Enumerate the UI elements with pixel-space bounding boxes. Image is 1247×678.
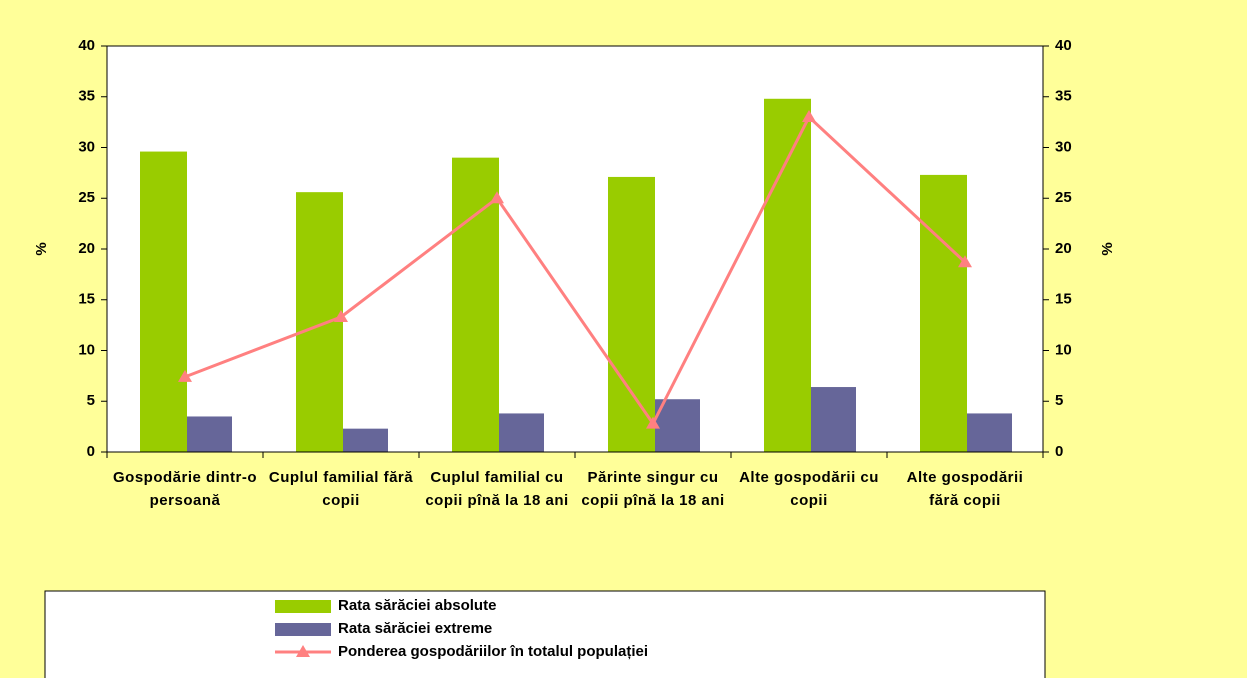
x-tick-label: Alte gospodării fără copii bbox=[906, 469, 1024, 509]
plot-area bbox=[106, 45, 1044, 453]
x-tick-label: Gospodărie dintr-o persoană bbox=[113, 469, 257, 509]
y-tick-label: 10 bbox=[78, 341, 95, 358]
y2-tick-label: 10 bbox=[1055, 341, 1072, 358]
line-marker bbox=[178, 369, 192, 382]
y-tick-label: 5 bbox=[87, 392, 95, 409]
legend-box bbox=[44, 590, 1046, 678]
y2-tick-label: 5 bbox=[1055, 392, 1063, 409]
bar bbox=[452, 157, 499, 452]
line-marker bbox=[958, 255, 972, 268]
y2-tick-label: 20 bbox=[1055, 240, 1072, 257]
bar bbox=[920, 174, 967, 452]
line-marker bbox=[646, 416, 660, 429]
y-tick-label: 0 bbox=[87, 443, 95, 460]
bar bbox=[343, 428, 388, 452]
bar bbox=[608, 176, 655, 452]
y2-tick-label: 35 bbox=[1055, 88, 1072, 105]
legend-label: Rata sărăciei extreme bbox=[338, 620, 492, 637]
line-marker bbox=[490, 191, 504, 204]
bar bbox=[140, 151, 187, 452]
legend-marker bbox=[296, 645, 310, 657]
bar bbox=[187, 416, 232, 452]
x-tick-label: Alte gospodării cu copii bbox=[739, 469, 879, 509]
y-tick-label: 40 bbox=[78, 37, 95, 54]
y-tick-label: 25 bbox=[78, 189, 95, 206]
y2-tick-label: 0 bbox=[1055, 443, 1063, 460]
x-tick-label: Cuplul familial fără copii bbox=[268, 469, 414, 509]
line-marker bbox=[334, 310, 348, 323]
y2-tick-label: 15 bbox=[1055, 291, 1072, 308]
line-marker bbox=[802, 110, 816, 123]
y2-tick-label: 40 bbox=[1055, 37, 1072, 54]
line bbox=[184, 114, 967, 427]
legend-swatch bbox=[275, 600, 331, 613]
y-tick-label: 30 bbox=[78, 138, 95, 155]
bar bbox=[811, 387, 856, 452]
y-tick-label: 15 bbox=[78, 291, 95, 308]
y-axis-label: % bbox=[33, 242, 50, 255]
x-tick-label: Părinte singur cu copii pînă la 18 ani bbox=[581, 469, 725, 509]
y2-tick-label: 30 bbox=[1055, 138, 1072, 155]
legend-label: Ponderea gospodăriilor în totalul popula… bbox=[338, 643, 648, 660]
bar bbox=[967, 413, 1012, 452]
bar bbox=[764, 98, 811, 452]
x-tick-label: Cuplul familial cu copii pînă la 18 ani bbox=[425, 469, 569, 509]
legend-label: Rata sărăciei absolute bbox=[338, 597, 496, 614]
bar bbox=[499, 413, 544, 452]
y2-tick-label: 25 bbox=[1055, 189, 1072, 206]
y-tick-label: 35 bbox=[78, 88, 95, 105]
legend-swatch bbox=[275, 623, 331, 636]
y2-axis-label: % bbox=[1099, 242, 1116, 255]
y-tick-label: 20 bbox=[78, 240, 95, 257]
bar bbox=[296, 192, 343, 452]
